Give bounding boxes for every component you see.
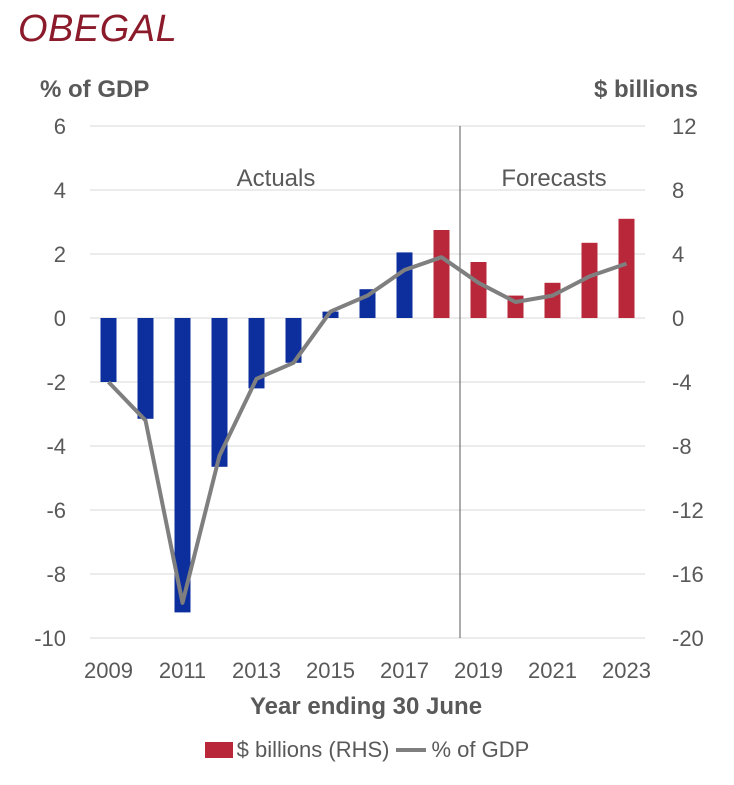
left-tick-label: -6	[46, 498, 66, 523]
left-axis-title: % of GDP	[40, 76, 150, 103]
bar	[248, 318, 265, 389]
annotation-forecasts: Forecasts	[501, 165, 606, 192]
right-tick-label: -4	[672, 370, 692, 395]
left-tick-label: -4	[46, 434, 66, 459]
legend-line-swatch	[395, 748, 426, 753]
bar	[396, 252, 413, 318]
x-axis: 2009 2011 2013 2015 2017 2019 2021 2023	[84, 658, 651, 683]
right-tick-label: 4	[672, 242, 684, 267]
right-y-axis: 12 8 4 0 -4 -8 -12 -16 -20	[672, 114, 704, 651]
gdp-line	[107, 255, 628, 605]
right-tick-label: -8	[672, 434, 692, 459]
right-tick-label: -16	[672, 562, 704, 587]
chart-title: OBEGAL	[18, 8, 178, 50]
left-tick-label: -10	[34, 626, 66, 651]
x-tick-label: 2017	[380, 658, 429, 683]
x-tick-label: 2011	[159, 658, 206, 683]
right-tick-label: -12	[672, 498, 704, 523]
x-tick-label: 2015	[306, 658, 355, 683]
x-tick-label: 2009	[84, 658, 133, 683]
right-tick-label: 12	[672, 114, 696, 139]
x-tick-label: 2023	[602, 658, 651, 683]
left-tick-label: 6	[54, 114, 66, 139]
line-series	[107, 255, 628, 605]
x-axis-title: Year ending 30 June	[250, 693, 482, 720]
legend-bar-label: $ billions (RHS)	[236, 737, 390, 763]
right-tick-label: 0	[672, 306, 684, 331]
right-tick-label: 8	[672, 178, 684, 203]
legend-bar-swatch	[204, 742, 233, 759]
x-tick-label: 2021	[528, 658, 577, 683]
right-axis-title: $ billions	[593, 76, 698, 103]
bar	[285, 318, 302, 363]
bar	[618, 218, 635, 318]
annotation-actuals: Actuals	[237, 165, 316, 192]
bar	[581, 242, 598, 318]
bar	[544, 282, 561, 318]
bar	[174, 318, 191, 613]
bar	[470, 262, 487, 318]
bar	[433, 230, 450, 318]
bar	[100, 318, 117, 382]
x-tick-label: 2019	[454, 658, 503, 683]
left-tick-label: 2	[54, 242, 66, 267]
left-tick-label: -2	[46, 370, 66, 395]
bar	[137, 318, 154, 419]
left-y-axis: 6 4 2 0 -2 -4 -6 -8 -10	[34, 114, 66, 651]
left-tick-label: 0	[54, 306, 66, 331]
x-tick-label: 2013	[232, 658, 281, 683]
bar	[211, 318, 228, 467]
left-tick-label: 4	[54, 178, 66, 203]
left-tick-label: -8	[46, 562, 66, 587]
right-tick-label: -20	[672, 626, 704, 651]
legend-line-label: % of GDP	[431, 737, 530, 763]
legend: $ billions (RHS) % of GDP	[0, 736, 734, 763]
bar-series	[100, 218, 635, 613]
